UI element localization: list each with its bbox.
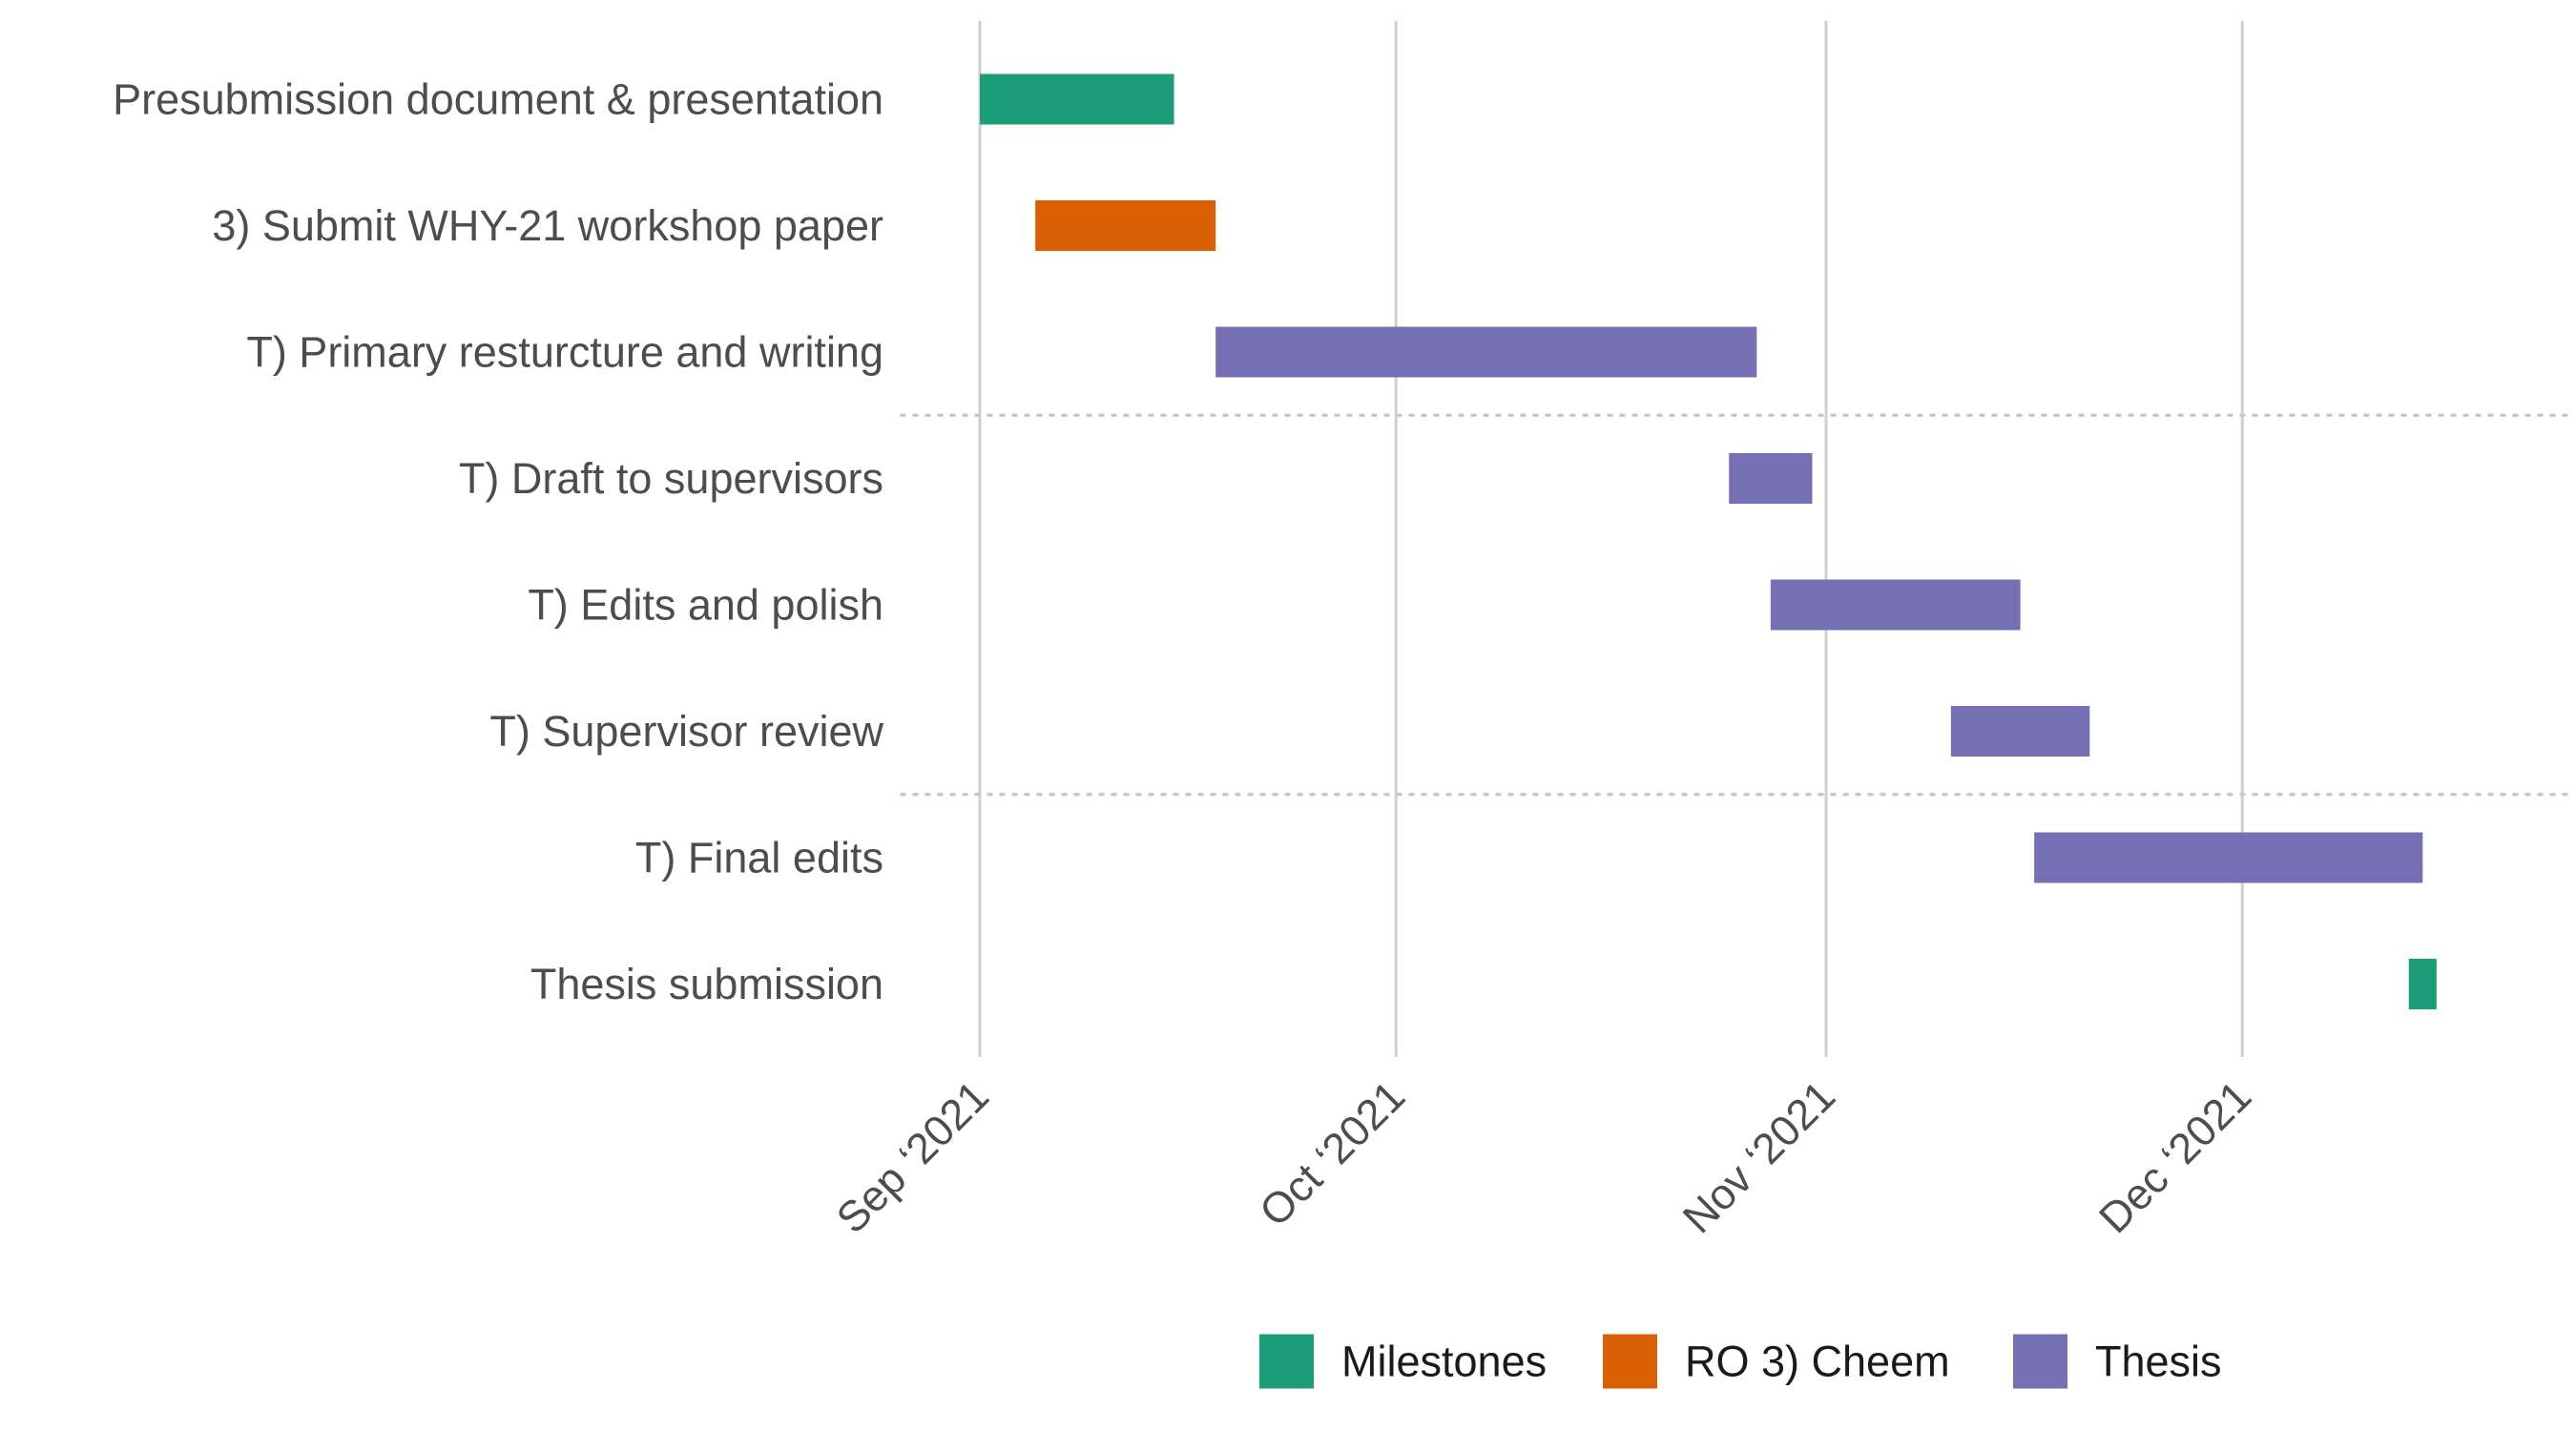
legend-label: RO 3) Cheem [1685,1338,1950,1386]
task-label: Thesis submission [530,960,883,1008]
x-tick-label: Sep ‘2021 [827,1071,998,1242]
task-label: T) Supervisor review [489,707,883,756]
x-tick-label: Oct ‘2021 [1250,1071,1414,1235]
task-bar [1950,706,2090,757]
task-label: Presubmission document & presentation [113,75,883,124]
task-label: T) Final edits [635,834,883,882]
task-bar [1035,200,1216,251]
task-label: 3) Submit WHY-21 workshop paper [212,201,883,250]
x-tick-label: Dec ‘2021 [2089,1071,2260,1242]
task-labels: Presubmission document & presentation 3) … [113,75,883,1009]
group-dividers [900,413,2568,797]
legend-label: Thesis [2095,1338,2222,1386]
task-bar [1215,326,1757,378]
task-bar [2408,959,2437,1009]
task-label: T) Primary resturcture and writing [246,328,883,377]
legend-swatch [1603,1334,1657,1389]
legend-label: Milestones [1341,1338,1547,1386]
x-axis-ticks: Sep ‘2021 Oct ‘2021 Nov ‘2021 Dec ‘2021 [827,1071,2261,1242]
legend: Milestones RO 3) Cheem Thesis [1259,1334,2222,1389]
task-label: T) Edits and polish [528,581,883,630]
task-bars [980,73,2437,1009]
task-bar [980,73,1174,125]
task-label: T) Draft to supervisors [459,454,883,503]
legend-swatch [1259,1334,1314,1389]
gridlines [978,21,2244,1057]
task-bar [1729,453,1813,504]
legend-swatch [2013,1334,2067,1389]
task-bar [2034,832,2423,883]
task-bar [1770,579,2021,631]
x-tick-label: Nov ‘2021 [1673,1071,1844,1242]
